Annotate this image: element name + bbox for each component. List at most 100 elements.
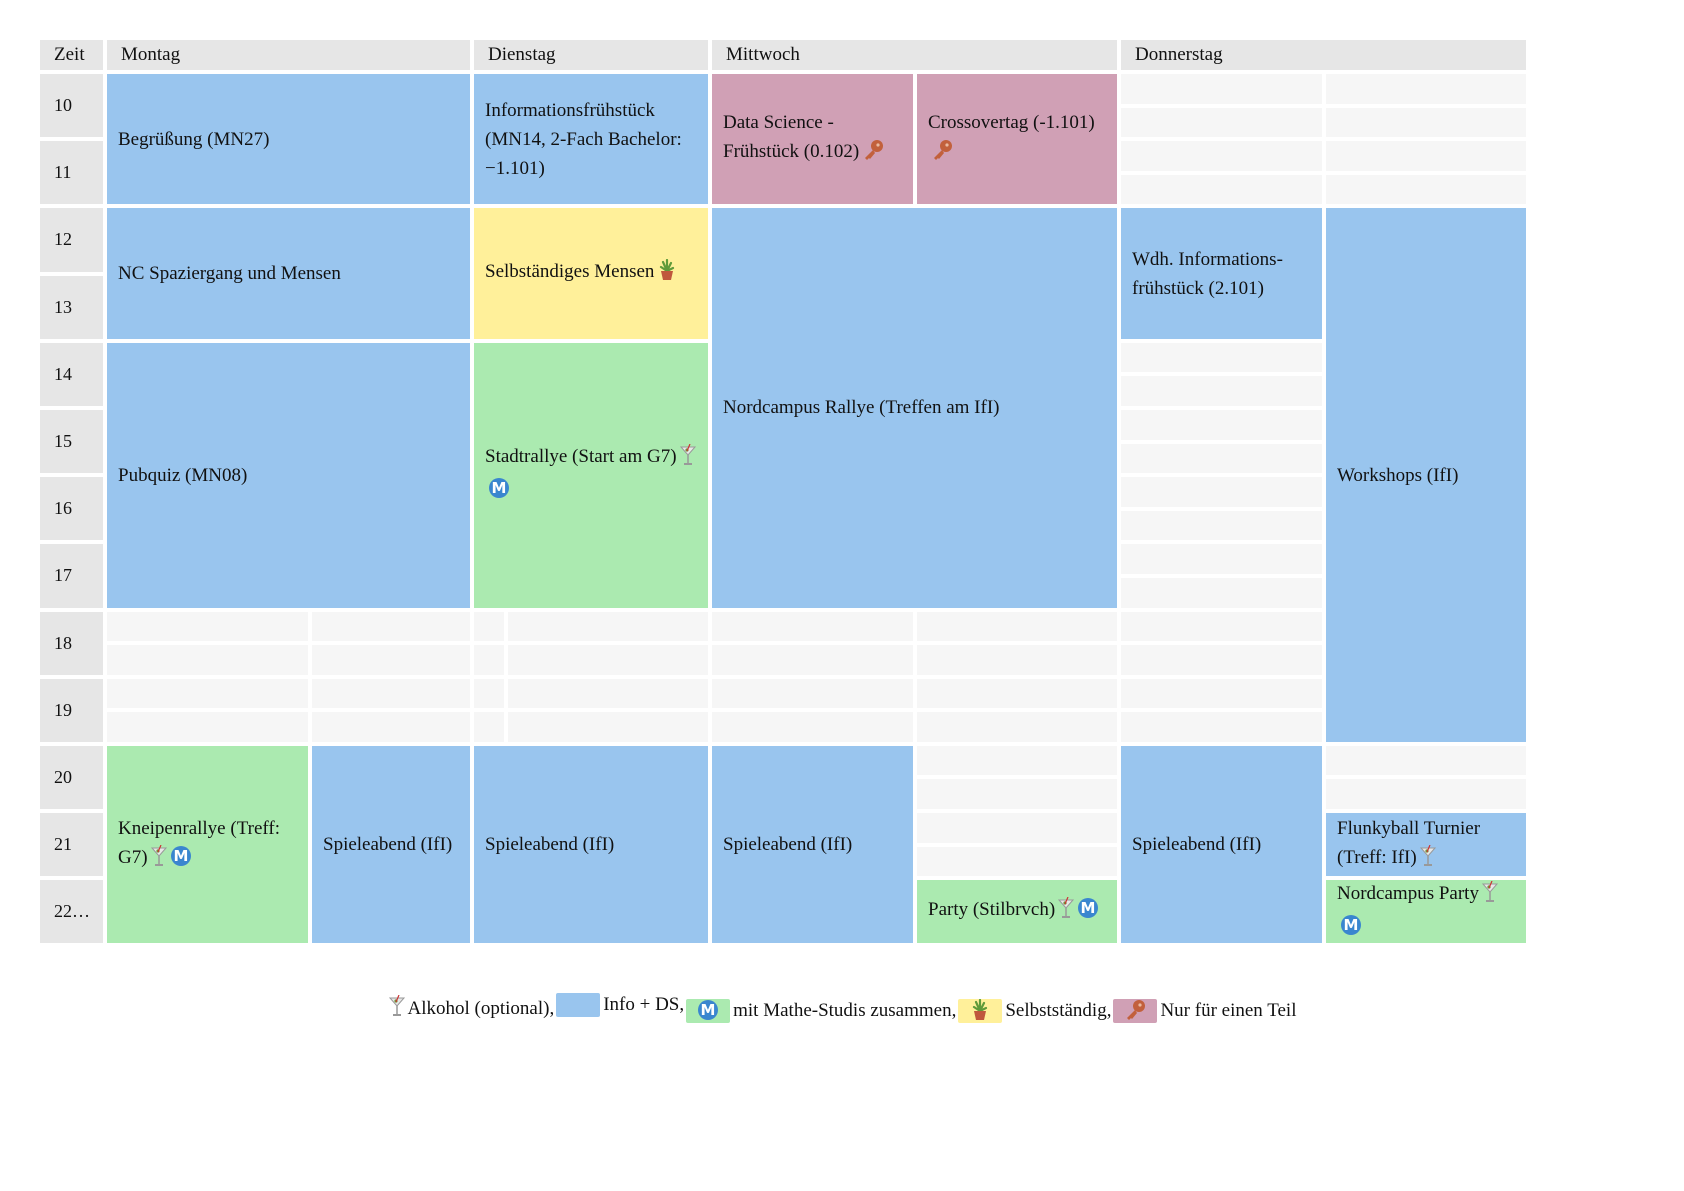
event-text: Spieleabend (IfI) bbox=[723, 834, 853, 856]
event-info[interactable]: Nordcampus Rallye (Treffen am IfI) bbox=[712, 208, 1117, 608]
empty-slot[interactable] bbox=[1121, 712, 1322, 742]
event-text: Wdh. Informations-frühstück (2.101) bbox=[1132, 248, 1283, 299]
event-mathe[interactable]: Nordcampus Party M bbox=[1326, 880, 1526, 945]
empty-slot[interactable] bbox=[474, 645, 504, 675]
empty-slot[interactable] bbox=[107, 678, 308, 709]
header-day: Dienstag bbox=[474, 40, 708, 70]
cocktail-icon bbox=[1058, 897, 1075, 928]
empty-slot[interactable] bbox=[1326, 745, 1526, 776]
empty-slot[interactable] bbox=[1326, 141, 1526, 171]
empty-slot[interactable] bbox=[1121, 477, 1322, 507]
empty-slot[interactable] bbox=[312, 611, 470, 642]
event-info[interactable]: Spieleabend (IfI) bbox=[712, 745, 913, 944]
empty-slot[interactable] bbox=[508, 712, 708, 742]
event-title: Workshops (IfI) bbox=[1337, 461, 1458, 490]
event-title: Stadtrallye (Start am G7) M bbox=[485, 442, 697, 508]
event-info[interactable]: Wdh. Informations-frühstück (2.101) bbox=[1121, 208, 1322, 339]
empty-slot[interactable] bbox=[1326, 74, 1526, 104]
header-day: Mittwoch bbox=[712, 40, 1117, 70]
event-info[interactable]: Pubquiz (MN08) bbox=[107, 342, 470, 608]
event-text: Selbständiges Mensen bbox=[485, 261, 655, 283]
empty-slot[interactable] bbox=[1121, 544, 1322, 574]
empty-slot[interactable] bbox=[712, 678, 913, 709]
empty-slot[interactable] bbox=[1326, 174, 1526, 205]
event-info[interactable]: Spieleabend (IfI) bbox=[474, 745, 708, 944]
event-text: Begrüßung (MN27) bbox=[118, 128, 270, 150]
empty-slot[interactable] bbox=[312, 645, 470, 675]
event-info[interactable]: Begrüßung (MN27) bbox=[107, 74, 470, 205]
empty-slot[interactable] bbox=[107, 645, 308, 675]
empty-slot[interactable] bbox=[508, 645, 708, 675]
empty-slot[interactable] bbox=[1121, 141, 1322, 171]
empty-slot[interactable] bbox=[474, 712, 504, 742]
event-info[interactable]: NC Spaziergang und Mensen bbox=[107, 208, 470, 339]
event-info[interactable]: Spieleabend (IfI) bbox=[312, 745, 470, 944]
empty-slot[interactable] bbox=[1121, 107, 1322, 138]
empty-slot[interactable] bbox=[508, 611, 708, 642]
event-title: Flunkyball Turnier (Treff: IfI) bbox=[1337, 814, 1515, 876]
empty-slot[interactable] bbox=[712, 611, 913, 642]
event-mathe[interactable]: Party (Stilbrvch) M bbox=[917, 880, 1117, 944]
event-info[interactable]: Spieleabend (IfI) bbox=[1121, 745, 1322, 944]
schedule-table: Zeit Montag Dienstag Mittwoch Donnerstag 10 11… bbox=[40, 40, 1526, 945]
empty-slot[interactable] bbox=[474, 678, 504, 709]
empty-slot[interactable] bbox=[1121, 678, 1322, 709]
header-zeit: Zeit bbox=[40, 40, 103, 70]
empty-slot[interactable] bbox=[1121, 174, 1322, 205]
empty-slot[interactable] bbox=[1121, 577, 1322, 608]
empty-slot[interactable] bbox=[107, 712, 308, 742]
empty-slot[interactable] bbox=[312, 712, 470, 742]
empty-slot[interactable] bbox=[1121, 342, 1322, 373]
empty-slot[interactable] bbox=[1121, 443, 1322, 474]
event-mathe[interactable]: Stadtrallye (Start am G7) M bbox=[474, 342, 708, 608]
empty-slot[interactable] bbox=[917, 813, 1117, 843]
empty-slot[interactable] bbox=[917, 712, 1117, 742]
svg-text:M: M bbox=[173, 847, 188, 865]
empty-slot[interactable] bbox=[1121, 645, 1322, 675]
empty-slot[interactable] bbox=[474, 611, 504, 642]
event-text: Informationsfrühstück (MN14, 2-Fach Bach… bbox=[485, 99, 682, 179]
cocktail-icon bbox=[1419, 844, 1436, 876]
event-title: Selbständiges Mensen bbox=[485, 257, 677, 290]
legend-item: Nur für einen Teil bbox=[1113, 999, 1296, 1023]
cocktail-icon bbox=[388, 994, 405, 1023]
legend-swatch bbox=[556, 993, 601, 1017]
event-info[interactable]: Informationsfrühstück (MN14, 2-Fach Bach… bbox=[474, 74, 708, 205]
event-selbst[interactable]: Selbständiges Mensen bbox=[474, 208, 708, 339]
empty-slot[interactable] bbox=[1326, 107, 1526, 138]
legend-label: Nur für einen Teil bbox=[1160, 1000, 1297, 1021]
event-info[interactable]: Workshops (IfI) bbox=[1326, 208, 1526, 742]
legend-label: Selbstständig, bbox=[1005, 1000, 1112, 1021]
hour-label: 17 bbox=[40, 544, 103, 608]
hour-label: 10 bbox=[40, 74, 103, 138]
event-text: Nordcampus Party bbox=[1337, 882, 1479, 904]
empty-slot[interactable] bbox=[1121, 74, 1322, 104]
event-teil[interactable]: Data Science - Frühstück (0.102) bbox=[712, 74, 913, 205]
empty-slot[interactable] bbox=[917, 745, 1117, 776]
event-text: Spieleabend (IfI) bbox=[1132, 834, 1262, 856]
empty-slot[interactable] bbox=[1121, 409, 1322, 440]
event-info[interactable]: Flunkyball Turnier (Treff: IfI) bbox=[1326, 813, 1526, 877]
empty-slot[interactable] bbox=[917, 846, 1117, 877]
empty-slot[interactable] bbox=[712, 645, 913, 675]
event-teil[interactable]: Crossovertag (-1.101) bbox=[917, 74, 1117, 205]
event-title: Kneipenrallye (Treff: G7) M bbox=[118, 814, 297, 876]
empty-slot[interactable] bbox=[107, 611, 308, 642]
empty-slot[interactable] bbox=[917, 611, 1117, 642]
event-mathe[interactable]: Kneipenrallye (Treff: G7) M bbox=[107, 745, 308, 944]
empty-slot[interactable] bbox=[1121, 611, 1322, 642]
mathe-icon: M bbox=[1340, 914, 1362, 945]
cocktail-icon bbox=[150, 844, 167, 876]
empty-slot[interactable] bbox=[917, 645, 1117, 675]
empty-slot[interactable] bbox=[1326, 779, 1526, 810]
empty-slot[interactable] bbox=[1121, 510, 1322, 541]
empty-slot[interactable] bbox=[312, 678, 470, 709]
mathe-icon: M bbox=[488, 477, 510, 508]
legend-label: Info + DS, bbox=[603, 994, 685, 1015]
empty-slot[interactable] bbox=[917, 779, 1117, 810]
empty-slot[interactable] bbox=[917, 678, 1117, 709]
empty-slot[interactable] bbox=[508, 678, 708, 709]
empty-slot[interactable] bbox=[1121, 376, 1322, 406]
empty-slot[interactable] bbox=[712, 712, 913, 742]
